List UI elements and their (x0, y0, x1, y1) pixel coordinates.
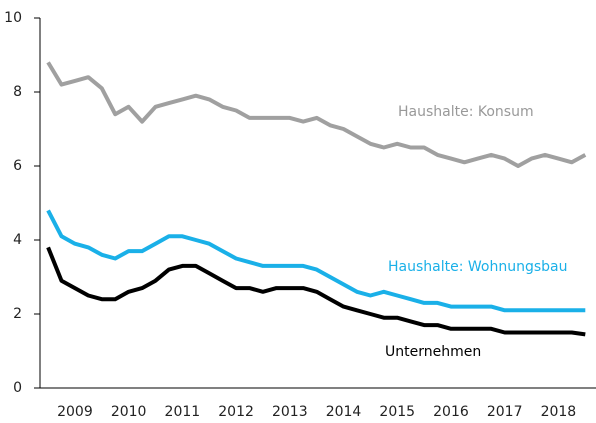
line-series (46, 246, 586, 337)
series-label: Haushalte: Wohnungsbau (388, 259, 567, 275)
x-tick-label: 2010 (111, 404, 147, 420)
y-tick-label: 0 (13, 380, 22, 396)
x-tick-label: 2012 (218, 404, 254, 420)
y-tick-label: 6 (13, 158, 22, 174)
x-tick-label: 2016 (433, 404, 469, 420)
y-tick-label: 8 (13, 84, 22, 100)
x-tick-label: 2018 (541, 404, 577, 420)
x-tick-label: 2015 (379, 404, 415, 420)
series-label: Haushalte: Konsum (398, 104, 534, 120)
y-tick-label: 4 (13, 232, 22, 248)
series-label: Unternehmen (385, 344, 481, 360)
x-tick-label: 2013 (272, 404, 308, 420)
y-tick-label: 2 (13, 306, 22, 322)
x-tick-label: 2009 (57, 404, 93, 420)
y-tick-label: 10 (4, 10, 22, 26)
line-series (46, 209, 586, 313)
line-series (46, 61, 587, 168)
x-tick-label: 2014 (326, 404, 362, 420)
x-tick-label: 2017 (487, 404, 523, 420)
x-tick-label: 2011 (165, 404, 201, 420)
